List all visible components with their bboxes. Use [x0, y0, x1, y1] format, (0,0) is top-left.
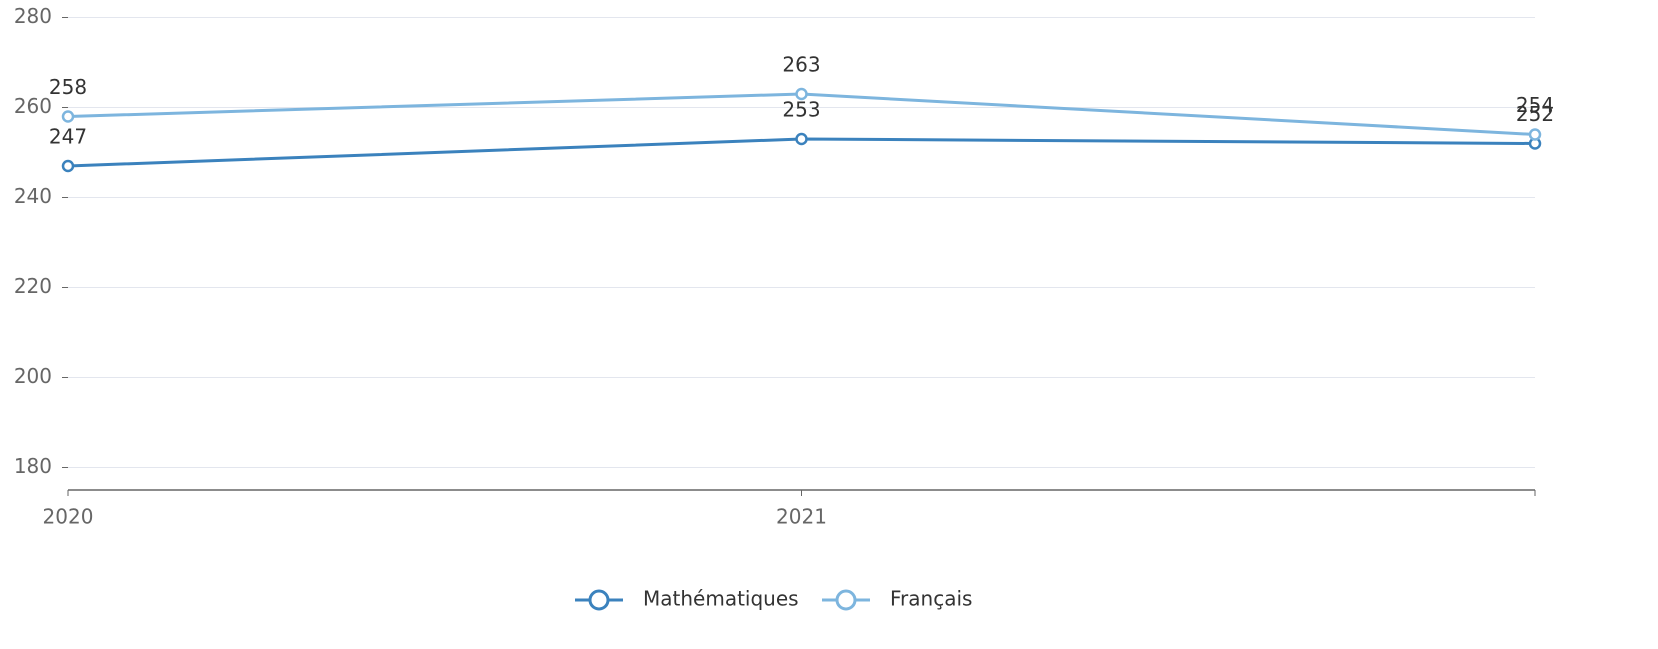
data-label: 253 — [782, 98, 820, 122]
y-tick-label: 260 — [14, 94, 52, 118]
point — [61, 110, 75, 123]
data-label: 258 — [49, 75, 87, 99]
legend-marker — [588, 589, 610, 611]
data-label: 252 — [1516, 102, 1554, 126]
point — [61, 159, 75, 173]
point — [795, 132, 808, 146]
data-label: 247 — [49, 125, 87, 149]
legend-item: Mathématiques — [575, 587, 799, 611]
y-tick-label: 180 — [14, 454, 52, 478]
data-label: 254 — [1516, 93, 1554, 117]
legend-item: Français — [822, 587, 972, 611]
data-label: 263 — [782, 53, 820, 77]
x-tick-label: 2021 — [776, 505, 827, 529]
legend-label: Mathématiques — [643, 587, 799, 611]
y-tick-label: 280 — [14, 4, 52, 28]
point — [1528, 128, 1542, 141]
y-tick-label: 240 — [14, 184, 52, 208]
y-tick-label: 200 — [14, 364, 52, 388]
x-tick-label: 2020 — [43, 505, 94, 529]
legend-label: Français — [890, 587, 972, 611]
point — [795, 87, 808, 101]
y-tick-label: 220 — [14, 274, 52, 298]
legend-marker — [835, 589, 857, 611]
